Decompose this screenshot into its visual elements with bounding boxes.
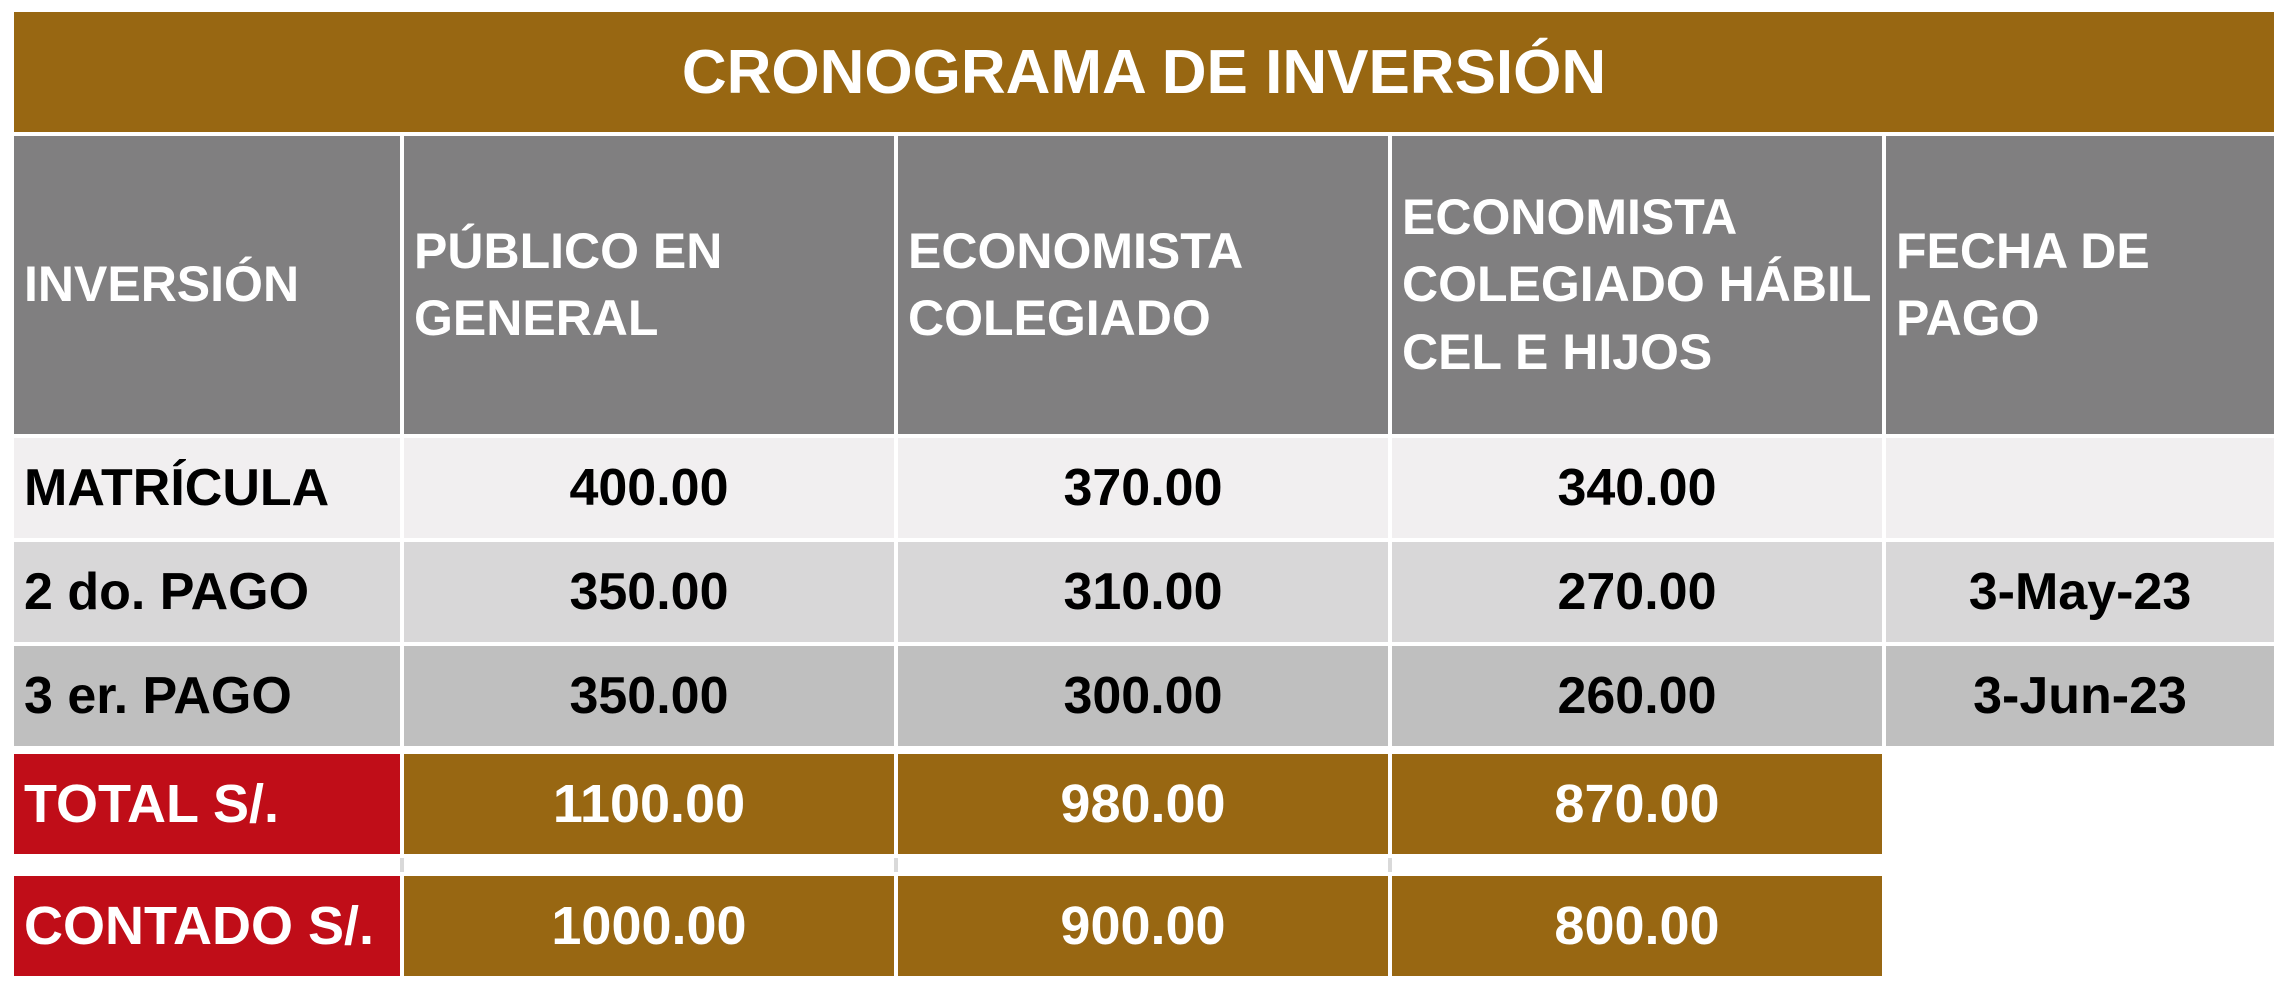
table-row-contado: CONTADO S/. 1000.00 900.00 800.00 bbox=[14, 876, 2274, 976]
value-fecha: 3-May-23 bbox=[1886, 542, 2274, 642]
table-row-segundo-pago: 2 do. PAGO 350.00 310.00 270.00 3-May-23 bbox=[14, 542, 2274, 642]
value-publico: 350.00 bbox=[404, 542, 894, 642]
value-publico: 400.00 bbox=[404, 438, 894, 538]
total-publico: 1100.00 bbox=[404, 754, 894, 854]
row-label: 3 er. PAGO bbox=[14, 646, 400, 746]
empty-cell bbox=[1886, 754, 2274, 854]
header-publico-general: PÚBLICO EN GENERAL bbox=[404, 136, 894, 434]
value-colegiado: 370.00 bbox=[898, 438, 1388, 538]
empty-cell bbox=[1886, 876, 2274, 976]
table-row-matricula: MATRÍCULA 400.00 370.00 340.00 bbox=[14, 438, 2274, 538]
row-label: 2 do. PAGO bbox=[14, 542, 400, 642]
contado-colegiado: 900.00 bbox=[898, 876, 1388, 976]
value-habil: 260.00 bbox=[1392, 646, 1882, 746]
value-fecha bbox=[1886, 438, 2274, 538]
total-colegiado: 980.00 bbox=[898, 754, 1388, 854]
value-habil: 340.00 bbox=[1392, 438, 1882, 538]
value-colegiado: 300.00 bbox=[898, 646, 1388, 746]
value-habil: 270.00 bbox=[1392, 542, 1882, 642]
divider bbox=[1388, 858, 1392, 872]
value-fecha: 3-Jun-23 bbox=[1886, 646, 2274, 746]
table-row-tercer-pago: 3 er. PAGO 350.00 300.00 260.00 3-Jun-23 bbox=[14, 646, 2274, 746]
contado-habil: 800.00 bbox=[1392, 876, 1882, 976]
row-label: MATRÍCULA bbox=[14, 438, 400, 538]
contado-label: CONTADO S/. bbox=[14, 876, 400, 976]
header-economista-habil: ECONOMISTA COLEGIADO HÁBIL CEL E HIJOS bbox=[1392, 136, 1882, 434]
table-header-row: INVERSIÓN PÚBLICO EN GENERAL ECONOMISTA … bbox=[14, 136, 2274, 434]
divider bbox=[894, 858, 898, 872]
value-publico: 350.00 bbox=[404, 646, 894, 746]
table-title: CRONOGRAMA DE INVERSIÓN bbox=[14, 12, 2274, 132]
header-inversion: INVERSIÓN bbox=[14, 136, 400, 434]
header-fecha-pago: FECHA DE PAGO bbox=[1886, 136, 2274, 434]
contado-publico: 1000.00 bbox=[404, 876, 894, 976]
divider bbox=[400, 858, 404, 872]
table-row-total: TOTAL S/. 1100.00 980.00 870.00 bbox=[14, 754, 2274, 854]
total-habil: 870.00 bbox=[1392, 754, 1882, 854]
total-label: TOTAL S/. bbox=[14, 754, 400, 854]
header-economista-colegiado: ECONOMISTA COLEGIADO bbox=[898, 136, 1388, 434]
value-colegiado: 310.00 bbox=[898, 542, 1388, 642]
